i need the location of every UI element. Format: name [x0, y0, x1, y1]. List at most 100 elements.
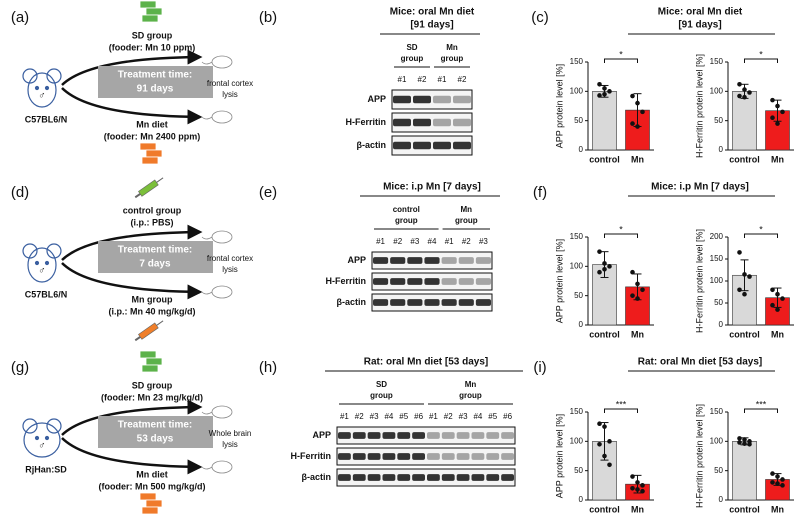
data-point	[602, 86, 607, 91]
data-point	[602, 91, 607, 97]
data-point	[630, 269, 635, 275]
panel-letter: (e)	[259, 184, 277, 201]
lane-label: #4	[428, 237, 437, 246]
data-point	[602, 261, 607, 266]
row-label: H-Ferritin	[291, 451, 332, 461]
data-point	[602, 453, 607, 459]
x-tick-label: Mn	[771, 504, 784, 514]
blot-band	[382, 474, 396, 481]
lane-label: #2	[462, 237, 471, 246]
pellet	[141, 506, 159, 515]
ear	[46, 243, 62, 259]
food-icon	[139, 0, 163, 23]
ear	[46, 418, 62, 434]
blot-title: Mice: oral Mn diet	[390, 7, 475, 18]
tissue-icon	[201, 460, 233, 474]
group-label: SD	[376, 380, 387, 389]
blot-title: Mice: i.p Mn [7 days]	[383, 182, 481, 193]
blot-band	[413, 118, 431, 127]
data-point	[742, 87, 747, 92]
plunger	[134, 336, 141, 342]
significance-label: *	[759, 49, 763, 59]
data-point	[770, 471, 775, 476]
pellet	[139, 492, 157, 501]
strain-label: C57BL6/N	[25, 114, 68, 124]
blot-band	[352, 453, 366, 460]
blot-band	[433, 141, 451, 150]
body	[211, 110, 233, 124]
data-point	[597, 81, 602, 87]
y-tick-label: 200	[710, 232, 724, 241]
significance-bracket	[604, 408, 638, 413]
needle	[156, 177, 164, 183]
treatment-label: Treatment time:	[118, 420, 192, 431]
blot-band	[412, 474, 425, 481]
blot-band	[393, 118, 411, 127]
outcome-label: frontal cortex	[207, 79, 253, 88]
blot-band	[453, 95, 471, 104]
data-point	[742, 291, 747, 297]
blot-band	[424, 257, 440, 264]
tail	[201, 411, 213, 415]
data-point	[635, 487, 640, 492]
data-point	[737, 440, 742, 445]
data-point	[780, 483, 785, 488]
significance-bracket	[604, 233, 638, 238]
head	[27, 72, 57, 108]
data-point	[780, 109, 785, 115]
lane-label: #1	[438, 75, 447, 84]
arrow	[61, 399, 203, 436]
food-icon	[139, 142, 163, 165]
lane-label: #4	[384, 412, 393, 421]
blot-band	[441, 257, 457, 264]
blot-band	[427, 453, 440, 460]
data-point	[770, 302, 775, 308]
lane-label: #2	[355, 412, 364, 421]
x-tick-label: control	[589, 154, 620, 164]
group1-label: SD group	[132, 380, 173, 390]
blot-band	[453, 141, 471, 150]
blot-band	[471, 432, 485, 439]
x-tick-label: Mn	[631, 154, 644, 164]
data-point	[770, 97, 775, 103]
blot-band	[441, 278, 457, 285]
group-label: control	[393, 205, 420, 214]
data-point	[630, 474, 635, 479]
data-point	[737, 287, 742, 293]
pellet	[145, 499, 163, 508]
data-point	[597, 93, 602, 98]
sex-symbol: ♂	[38, 91, 46, 102]
y-tick-label: 100	[570, 261, 584, 270]
blot-strip	[391, 112, 473, 133]
data-point	[747, 274, 752, 279]
data-point	[635, 296, 640, 301]
data-point	[640, 109, 645, 115]
blot-band	[433, 118, 451, 127]
arrow	[61, 49, 203, 86]
row-label: β-actin	[302, 472, 332, 482]
row-label: APP	[367, 94, 386, 104]
blot-band	[453, 118, 471, 127]
significance-bracket	[744, 408, 778, 413]
treatment-box	[98, 66, 213, 98]
blot-band	[407, 299, 423, 306]
blot-title: [91 days]	[410, 20, 453, 31]
group2-detail: (fooder: Mn 2400 ppm)	[104, 131, 201, 141]
group-label: Mn	[465, 380, 477, 389]
group1-detail: (fooder: Mn 23 mg/kg/d)	[101, 392, 203, 402]
data-point	[630, 485, 635, 491]
eye	[34, 85, 40, 91]
y-tick-label: 100	[710, 86, 724, 95]
blot-band	[407, 278, 423, 285]
panel-letter: (f)	[533, 184, 547, 201]
lane-label: #1	[445, 237, 454, 246]
data-point	[607, 462, 612, 468]
food-icon	[139, 492, 163, 515]
group2-label: Mn diet	[136, 119, 168, 129]
data-point	[607, 89, 612, 94]
y-tick-label: 100	[710, 276, 724, 285]
pellet	[141, 156, 159, 165]
blot-band	[413, 141, 431, 150]
tail	[201, 61, 213, 65]
x-tick-label: control	[589, 504, 620, 514]
